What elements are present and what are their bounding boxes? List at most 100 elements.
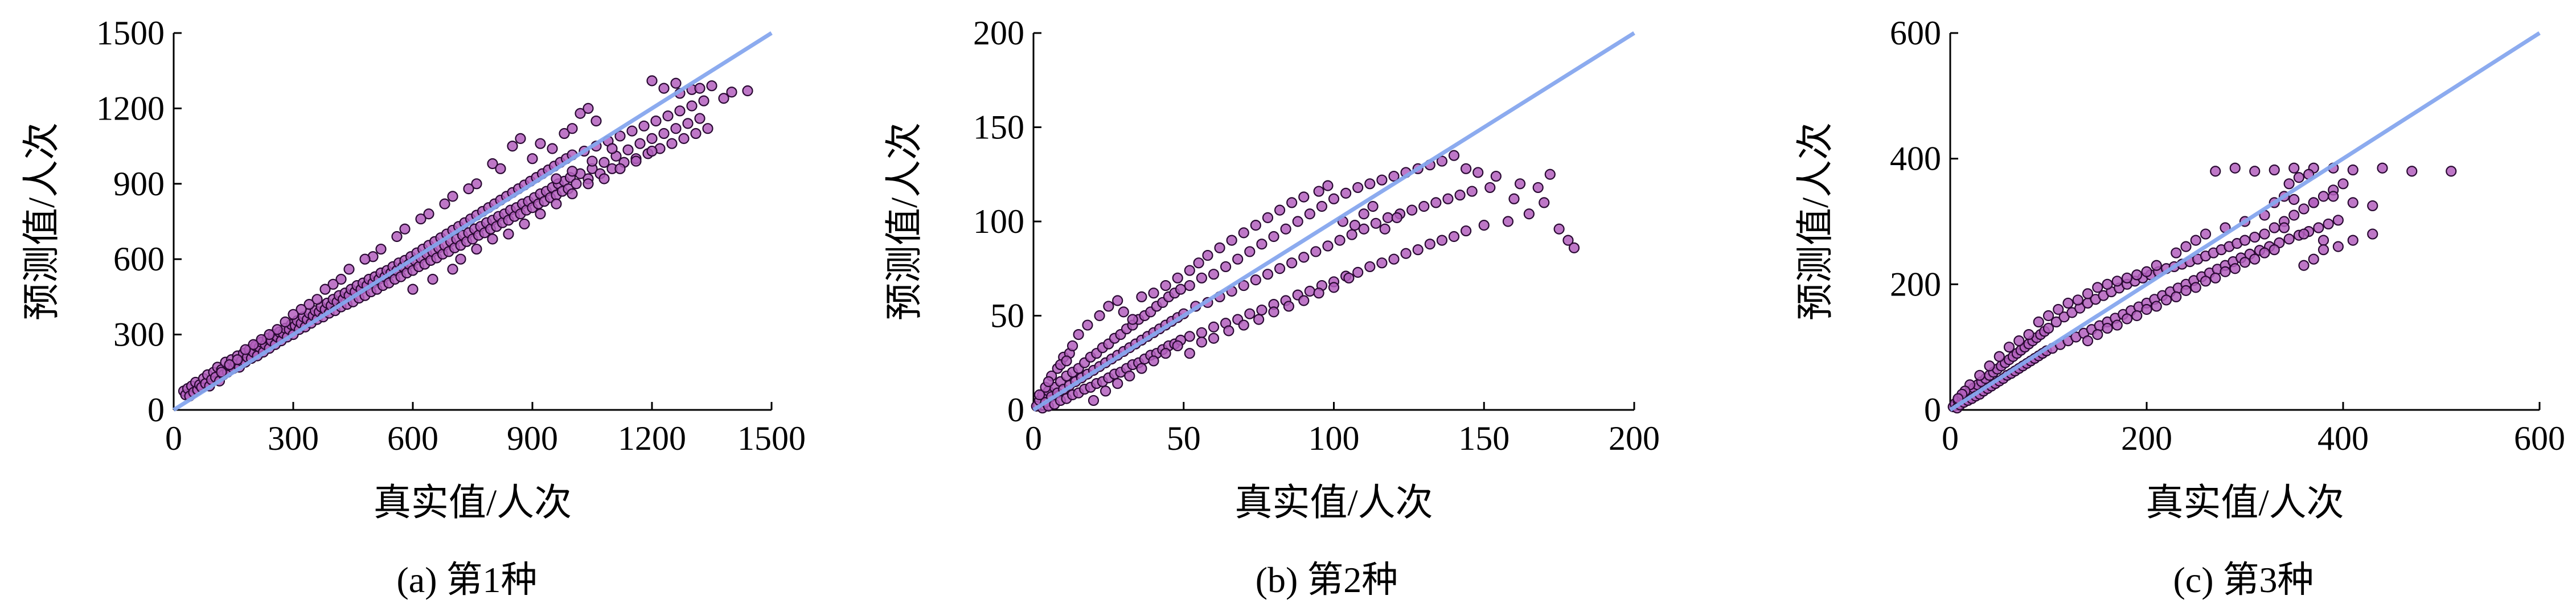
data-point: [706, 80, 717, 92]
data-point: [1340, 187, 1352, 199]
data-point: [567, 166, 578, 177]
data-point: [626, 125, 638, 137]
y-tick-label: 0: [1924, 391, 1941, 429]
data-point: [2151, 260, 2162, 271]
data-point: [2050, 316, 2062, 328]
y-tick-label: 0: [147, 391, 165, 429]
data-point: [2082, 335, 2094, 347]
data-point: [487, 233, 498, 245]
data-point: [1274, 263, 1286, 274]
data-point: [742, 85, 753, 97]
data-point: [1220, 261, 1232, 273]
data-point: [471, 243, 482, 255]
data-point: [2298, 203, 2310, 215]
data-point: [1160, 280, 1171, 291]
data-point: [1226, 235, 1237, 246]
data-point: [1514, 178, 1526, 190]
data-point: [598, 157, 610, 168]
data-point: [503, 228, 514, 240]
data-point: [1448, 231, 1460, 243]
data-point: [1400, 248, 1412, 259]
reference-line: [173, 31, 773, 412]
data-point: [583, 178, 594, 190]
x-tick-label: 150: [1458, 420, 1509, 457]
reference-line: [1949, 31, 2541, 412]
data-point: [2269, 244, 2280, 256]
data-point: [2259, 247, 2270, 258]
data-point: [375, 243, 387, 255]
data-point: [515, 133, 526, 144]
data-point: [447, 191, 458, 202]
data-point: [1376, 257, 1388, 269]
data-point: [1208, 332, 1220, 344]
data-point: [1388, 253, 1400, 265]
data-point: [1268, 231, 1279, 243]
data-point: [2323, 218, 2334, 230]
data-point: [1262, 269, 1274, 280]
data-point: [359, 253, 371, 265]
subplot-b: 0 50 100 150 200 0 50 100 150 200 真实值/人次 预测值/人次 (b) …: [884, 14, 1660, 600]
y-tick-label: 1500: [96, 14, 165, 52]
data-point: [1418, 200, 1430, 212]
x-tick-label: 0: [165, 420, 182, 457]
data-point: [1322, 180, 1334, 191]
data-point: [1532, 182, 1544, 194]
data-point: [2131, 269, 2143, 281]
data-point: [2180, 285, 2192, 296]
data-point: [535, 138, 546, 149]
data-point: [1391, 212, 1402, 223]
data-point: [1256, 239, 1268, 250]
data-point: [630, 155, 642, 167]
y-tick-label: 150: [973, 109, 1024, 146]
data-point: [1262, 212, 1274, 223]
data-point: [1136, 291, 1147, 303]
data-point: [2239, 257, 2251, 268]
data-point: [439, 198, 450, 210]
data-point: [391, 231, 403, 243]
data-point: [2003, 342, 2015, 353]
data-point: [1202, 249, 1213, 261]
x-tick-label: 600: [387, 420, 438, 457]
data-point: [232, 354, 243, 366]
data-point: [335, 273, 347, 285]
data-point: [2229, 162, 2241, 174]
x-tick-label: 300: [268, 420, 319, 457]
data-point: [1379, 223, 1390, 235]
data-point: [2298, 260, 2310, 271]
data-point: [2249, 166, 2261, 177]
y-tick-label: 300: [113, 316, 165, 354]
data-point: [698, 95, 709, 106]
data-point: [311, 294, 323, 305]
data-point: [2111, 276, 2123, 287]
scatter-points: [1947, 162, 2457, 414]
data-point: [682, 118, 694, 129]
data-point: [1061, 355, 1072, 367]
data-point: [1100, 385, 1111, 397]
x-tick-label: 400: [2317, 420, 2369, 457]
data-point: [1484, 182, 1496, 194]
data-point: [1364, 178, 1376, 190]
data-point: [2269, 164, 2280, 176]
data-point: [2317, 191, 2329, 202]
data-point: [1073, 328, 1084, 340]
data-point: [2249, 253, 2261, 265]
data-point: [567, 188, 578, 200]
data-point: [1184, 331, 1195, 342]
data-point: [343, 264, 355, 275]
data-point: [1412, 244, 1424, 256]
data-point: [1346, 229, 1357, 240]
data-point: [586, 155, 598, 167]
data-point: [2013, 335, 2025, 347]
subplot-caption: (b) 第2种: [1256, 560, 1398, 600]
data-point: [1196, 272, 1207, 284]
data-point: [1349, 220, 1361, 231]
data-point: [1358, 223, 1369, 235]
data-point: [2317, 244, 2329, 256]
data-point: [2278, 222, 2290, 233]
y-tick-label: 200: [973, 14, 1024, 52]
data-point: [296, 303, 307, 315]
data-point: [1067, 340, 1078, 352]
data-point: [1196, 327, 1207, 338]
data-point: [1253, 314, 1265, 325]
y-tick-label: 900: [113, 165, 165, 203]
